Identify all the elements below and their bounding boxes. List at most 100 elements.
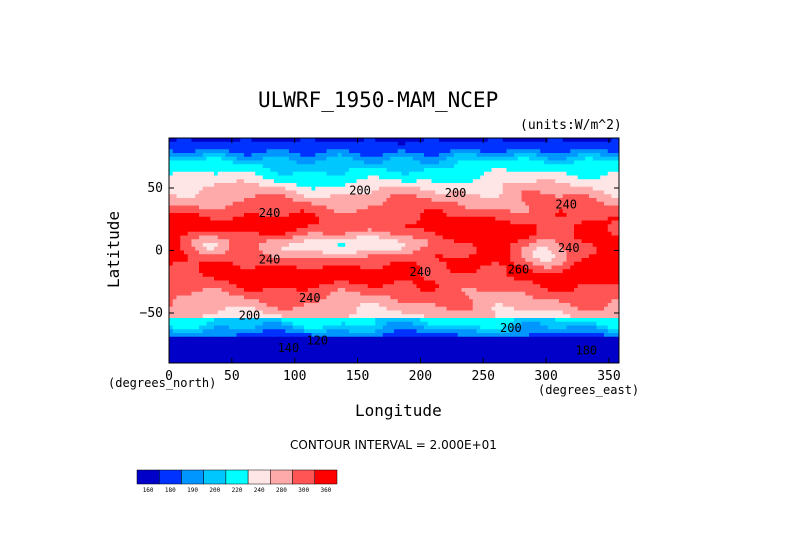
- field-cell: [360, 269, 365, 274]
- field-cell: [367, 175, 373, 180]
- field-cell: [341, 160, 346, 165]
- field-cell: [555, 164, 560, 169]
- field-cell: [510, 190, 515, 195]
- field-cell: [577, 213, 583, 218]
- field-cell: [356, 168, 361, 173]
- field-cell: [529, 179, 534, 184]
- field-cell: [502, 235, 508, 240]
- field-cell: [577, 194, 583, 199]
- field-cell: [439, 224, 444, 229]
- field-cell: [375, 254, 380, 259]
- field-cell: [405, 291, 410, 297]
- field-cell: [244, 235, 249, 240]
- field-cell: [371, 276, 376, 282]
- field-cell: [236, 273, 241, 278]
- field-cell: [570, 269, 575, 274]
- field-cell: [244, 239, 249, 244]
- field-cell: [604, 149, 609, 154]
- field-cell: [454, 190, 459, 195]
- field-cell: [360, 160, 365, 165]
- field-cell: [262, 235, 268, 240]
- field-cell: [364, 231, 369, 237]
- field-cell: [420, 280, 425, 285]
- field-cell: [394, 231, 399, 237]
- field-cell: [589, 284, 594, 289]
- field-cell: [187, 205, 193, 210]
- field-cell: [484, 235, 489, 240]
- field-cell: [559, 220, 564, 225]
- field-cell: [214, 280, 219, 285]
- field-cell: [244, 280, 249, 285]
- field-cell: [551, 179, 556, 184]
- field-cell: [277, 213, 283, 218]
- field-cell: [292, 239, 298, 244]
- field-cell: [262, 145, 268, 150]
- field-cell: [296, 160, 301, 165]
- field-cell: [221, 228, 226, 233]
- field-cell: [409, 156, 414, 162]
- field-cell: [341, 250, 346, 255]
- field-cell: [442, 209, 448, 214]
- field-cell: [330, 194, 335, 199]
- field-cell: [446, 145, 451, 150]
- field-cell: [536, 145, 541, 150]
- field-cell: [442, 149, 448, 154]
- field-cell: [371, 145, 376, 150]
- field-cell: [506, 269, 511, 274]
- field-cell: [577, 261, 583, 267]
- field-cell: [532, 239, 538, 244]
- field-cell: [416, 280, 421, 285]
- field-cell: [476, 250, 481, 255]
- field-cell: [585, 149, 590, 154]
- field-cell: [379, 209, 384, 214]
- field-cell: [604, 220, 609, 225]
- field-cell: [409, 276, 414, 282]
- field-cell: [405, 164, 410, 169]
- field-cell: [476, 224, 481, 229]
- field-cell: [296, 246, 301, 252]
- field-cell: [375, 209, 380, 214]
- field-cell: [532, 231, 538, 237]
- field-cell: [427, 205, 433, 210]
- field-cell: [487, 175, 493, 180]
- field-cell: [266, 171, 271, 177]
- field-cell: [315, 269, 320, 274]
- field-cell: [300, 239, 305, 244]
- field-cell: [424, 145, 429, 150]
- field-cell: [199, 288, 204, 293]
- x-units-label: (degrees_east): [538, 383, 640, 397]
- field-cell: [315, 228, 320, 233]
- field-cell: [382, 235, 388, 240]
- field-cell: [315, 168, 320, 173]
- field-cell: [442, 164, 448, 169]
- field-cell: [446, 276, 451, 282]
- field-cell: [334, 224, 339, 229]
- field-cell: [589, 258, 594, 263]
- field-cell: [514, 145, 519, 150]
- field-cell: [187, 190, 193, 195]
- field-cell: [424, 280, 429, 285]
- field-cell: [536, 220, 541, 225]
- field-cell: [574, 168, 579, 173]
- field-cell: [375, 246, 380, 252]
- field-cell: [514, 168, 519, 173]
- field-cell: [262, 171, 268, 177]
- field-cell: [270, 284, 275, 289]
- field-cell: [371, 156, 376, 162]
- field-cell: [487, 194, 493, 199]
- field-cell: [326, 205, 331, 210]
- field-cell: [184, 198, 189, 203]
- field-cell: [585, 273, 590, 278]
- field-cell: [611, 138, 616, 143]
- field-cell: [521, 235, 526, 240]
- field-cell: [514, 280, 519, 285]
- field-cell: [330, 179, 335, 184]
- field-cell: [349, 205, 354, 210]
- field-cell: [187, 156, 193, 162]
- field-cell: [427, 149, 433, 154]
- field-cell: [341, 235, 346, 240]
- field-cell: [367, 153, 373, 158]
- field-cell: [472, 198, 478, 203]
- field-cell: [461, 171, 466, 177]
- field-cell: [439, 269, 444, 274]
